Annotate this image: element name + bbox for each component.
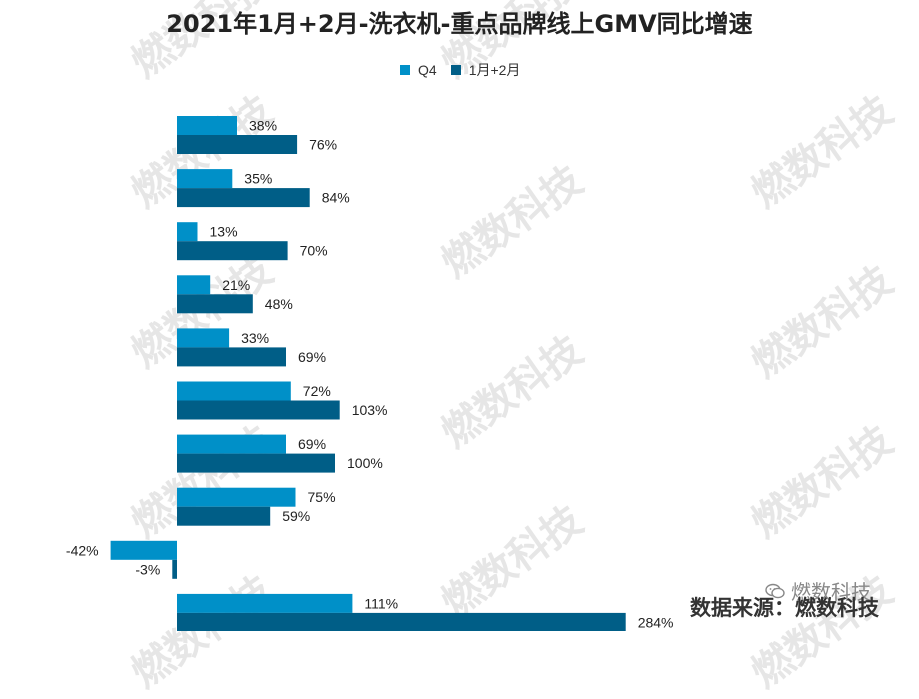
bar-jan-feb — [177, 453, 335, 473]
data-source-label: 数据来源：燃数科技 — [690, 596, 879, 620]
data-label-jan-feb: -3% — [135, 561, 160, 577]
bar-jan-feb — [172, 559, 177, 579]
bar-q4 — [177, 434, 286, 454]
bar-q4 — [177, 169, 233, 189]
bar-q4 — [177, 487, 296, 507]
data-label-q4: 13% — [210, 224, 238, 240]
bar-jan-feb — [177, 506, 271, 526]
bar-jan-feb — [177, 400, 340, 420]
data-label-q4: -42% — [66, 542, 99, 558]
bar-jan-feb — [177, 135, 298, 154]
legend-label-q4: Q4 — [418, 62, 437, 78]
data-label-jan-feb: 84% — [322, 190, 350, 206]
data-label-jan-feb: 70% — [300, 243, 328, 259]
data-label-q4: 75% — [308, 489, 336, 505]
bar-q4 — [177, 328, 230, 348]
bar-jan-feb — [177, 347, 286, 367]
data-label-q4: 33% — [241, 330, 269, 346]
data-label-jan-feb: 284% — [638, 614, 674, 630]
bar-q4 — [177, 381, 291, 401]
data-label-jan-feb: 48% — [265, 296, 293, 312]
wechat-badge: 燃数科技 — [765, 576, 871, 605]
legend-swatch-q4 — [400, 65, 410, 75]
bar-q4 — [177, 116, 237, 135]
bar-jan-feb — [177, 188, 310, 208]
data-label-q4: 111% — [364, 595, 398, 611]
data-label-q4: 21% — [222, 277, 250, 293]
bar-chart: 38% 35% 13% 21% 33% 72% 69% 75% -42% 111% 76% 84% 70… — [66, 116, 674, 631]
data-label-q4: 69% — [298, 436, 326, 452]
data-label-q4: 38% — [249, 118, 277, 134]
wechat-account-name: 燃数科技 — [791, 580, 871, 604]
legend-swatch-jan-feb — [450, 65, 461, 75]
data-label-jan-feb: 103% — [352, 402, 388, 418]
data-label-jan-feb: 100% — [347, 455, 383, 471]
legend-label-jan-feb: 1月+2月 — [468, 62, 521, 78]
bar-jan-feb — [177, 612, 626, 631]
bar-q4 — [177, 275, 211, 295]
bar-jan-feb — [177, 294, 253, 314]
bar-q4 — [177, 593, 353, 613]
legend-item-q4: Q4 — [400, 62, 437, 78]
bar-jan-feb — [177, 241, 288, 261]
data-label-q4: 35% — [244, 171, 272, 187]
data-label-jan-feb: 76% — [309, 137, 337, 153]
legend-item-jan-feb: 1月+2月 — [450, 60, 521, 80]
data-label-jan-feb: 59% — [282, 508, 310, 524]
wechat-icon — [765, 583, 785, 598]
bar-q4 — [177, 222, 198, 242]
data-label-q4: 72% — [303, 383, 331, 399]
data-label-jan-feb: 69% — [298, 349, 326, 365]
chart-legend: Q4 1月+2月 — [400, 60, 534, 80]
bar-q4 — [110, 540, 177, 560]
chart-title: 2021年1月+2月-洗衣机-重点品牌线上GMV同比增速 — [166, 10, 753, 38]
